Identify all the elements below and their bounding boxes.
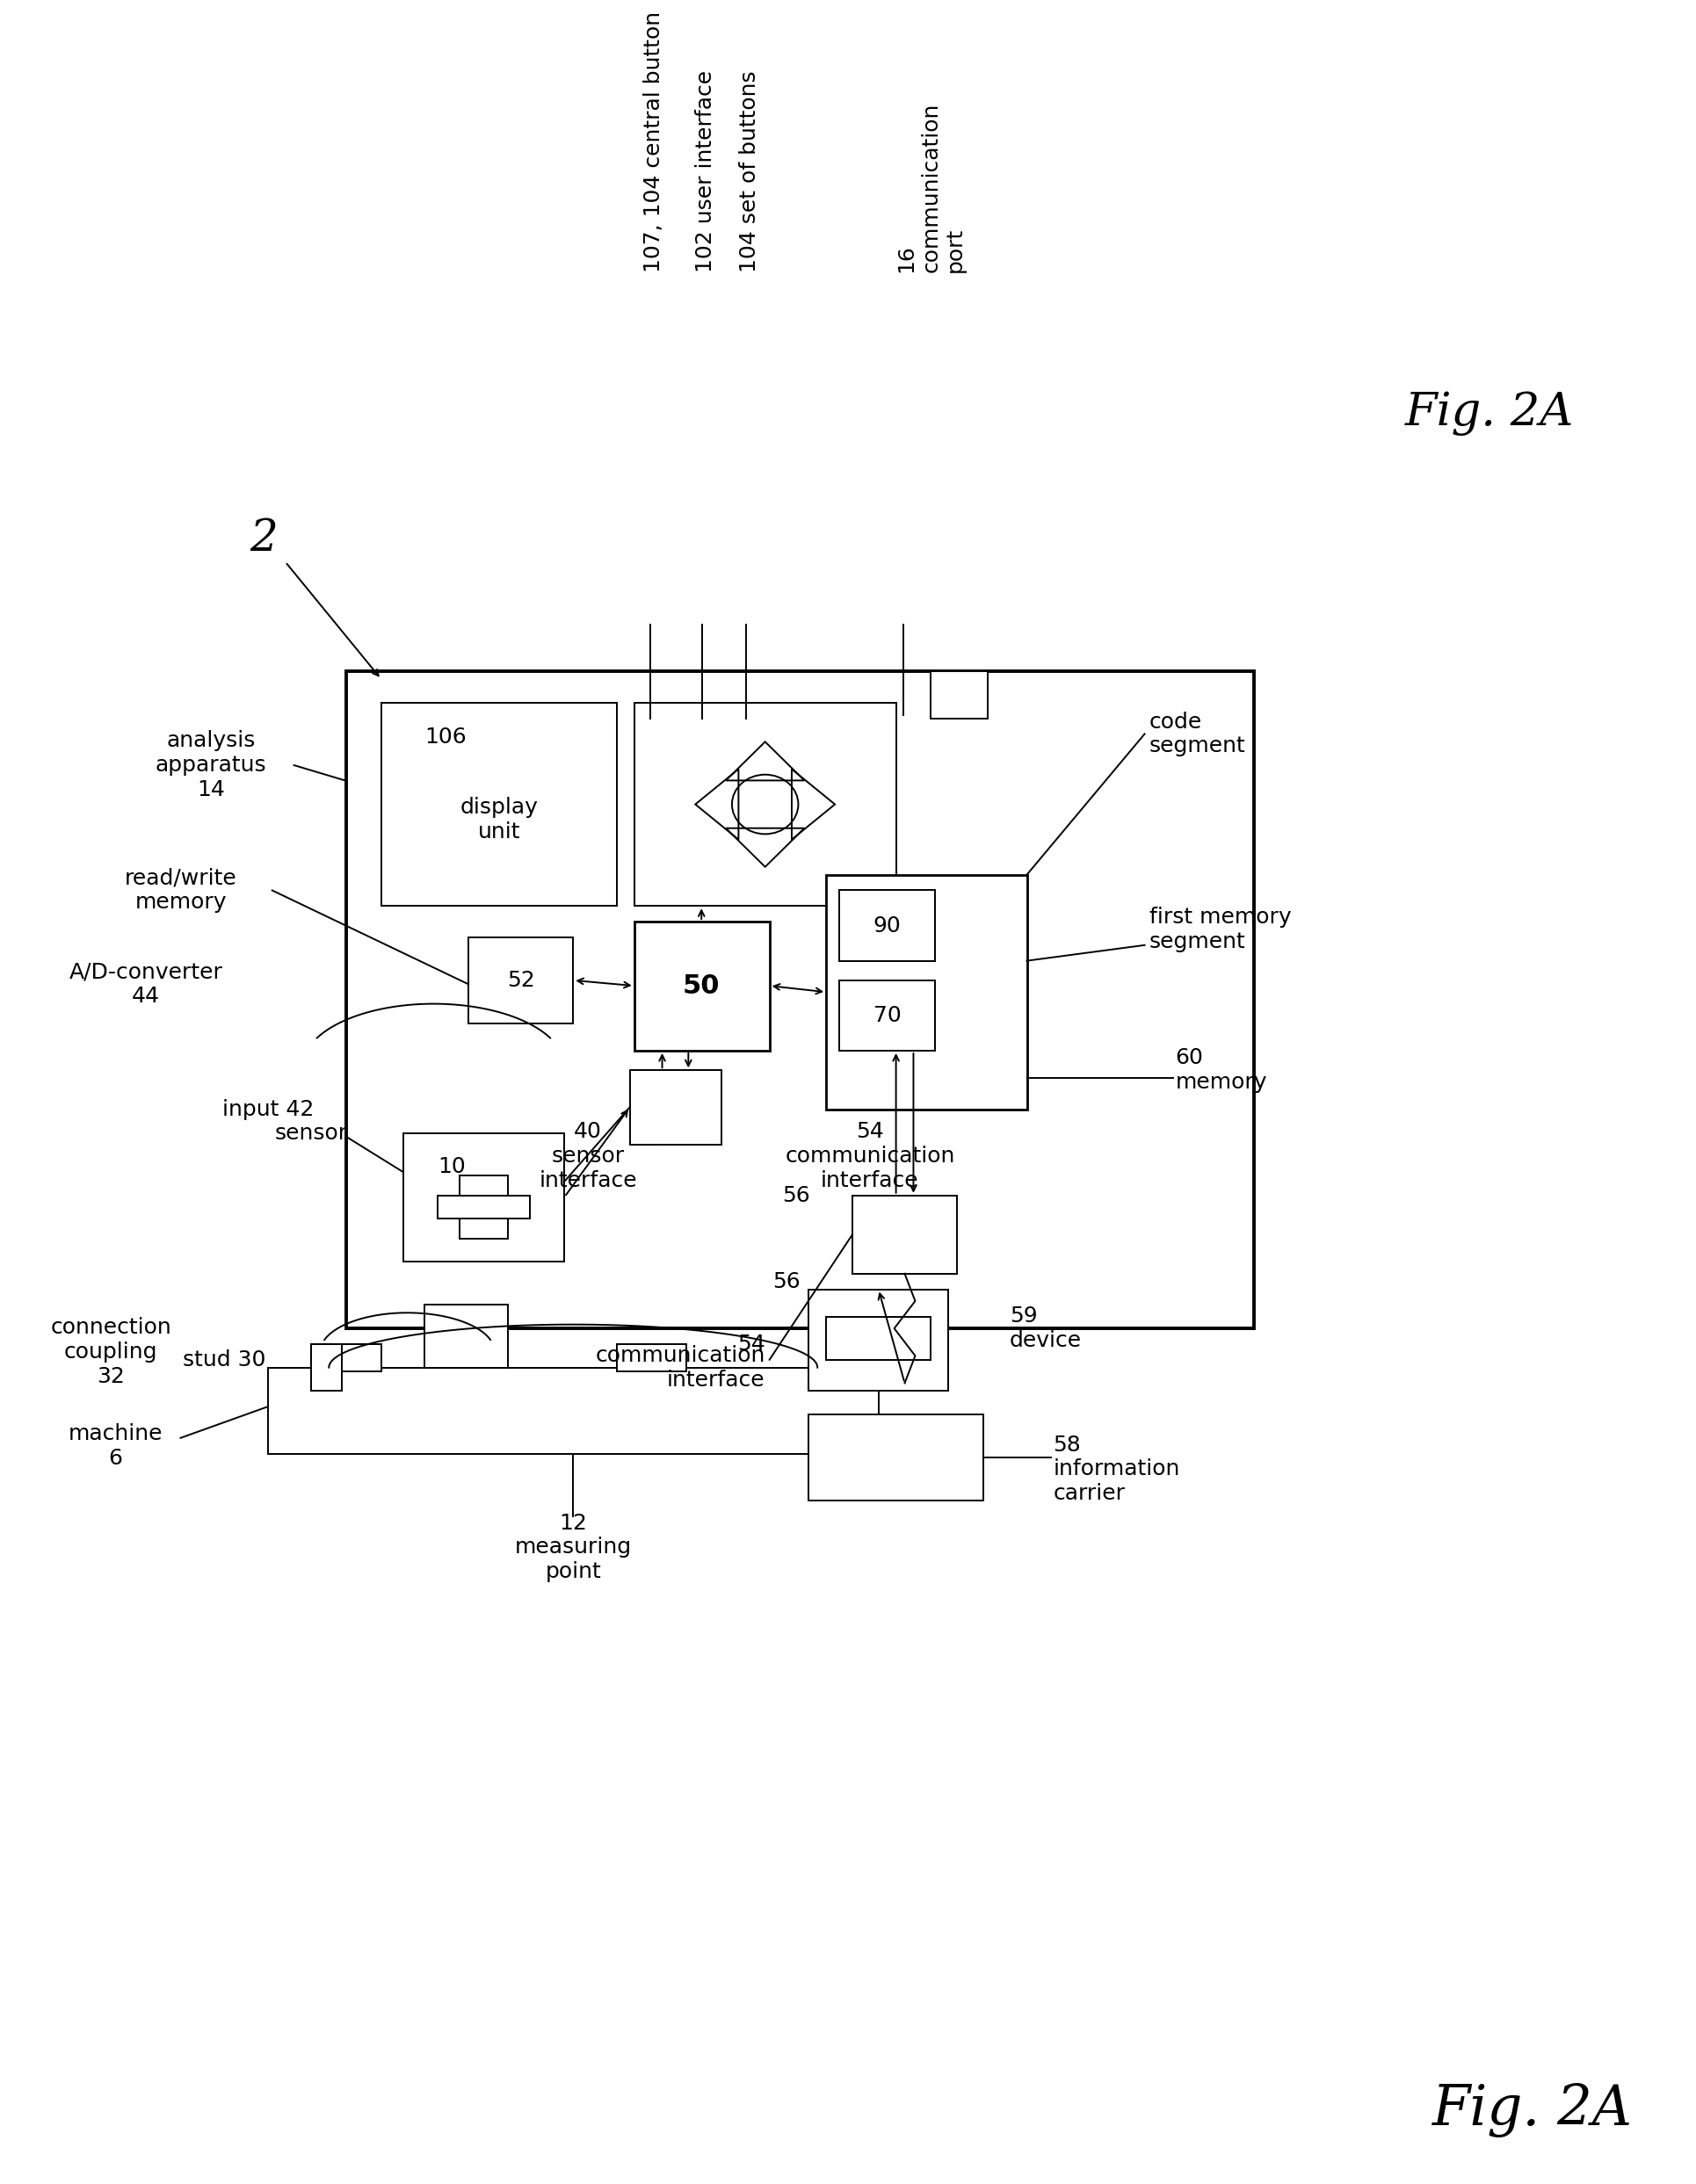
Text: sensor: sensor bbox=[275, 1123, 348, 1144]
Bar bbox=[438, 1195, 529, 1219]
Text: 58
information
carrier: 58 information carrier bbox=[1053, 1435, 1179, 1505]
Text: 90: 90 bbox=[873, 915, 901, 937]
Text: 104 set of buttons: 104 set of buttons bbox=[738, 70, 760, 273]
Text: 59
device: 59 device bbox=[1009, 1306, 1080, 1352]
Bar bbox=[460, 1175, 507, 1238]
Bar bbox=[629, 1070, 721, 1144]
Text: analysis
apparatus
14: analysis apparatus 14 bbox=[156, 729, 266, 799]
Text: stud 30: stud 30 bbox=[183, 1350, 266, 1369]
Bar bbox=[424, 1306, 507, 1367]
Bar bbox=[468, 937, 573, 1024]
Text: 52: 52 bbox=[507, 970, 534, 992]
Bar bbox=[840, 891, 934, 961]
Text: 12
measuring
point: 12 measuring point bbox=[514, 1514, 631, 1583]
Bar bbox=[851, 1195, 957, 1273]
Text: 70: 70 bbox=[873, 1005, 901, 1026]
Text: 107, 104 central button: 107, 104 central button bbox=[643, 11, 663, 273]
Text: first memory
segment: first memory segment bbox=[1148, 906, 1291, 952]
Bar bbox=[404, 1133, 565, 1262]
Text: 50: 50 bbox=[682, 974, 719, 998]
Text: 102 user interface: 102 user interface bbox=[695, 70, 716, 273]
Text: 56: 56 bbox=[782, 1186, 811, 1206]
Bar bbox=[346, 670, 1253, 1328]
Bar bbox=[268, 1367, 879, 1455]
Text: connection
coupling
32: connection coupling 32 bbox=[51, 1317, 171, 1387]
Text: 10: 10 bbox=[438, 1155, 466, 1177]
Bar bbox=[931, 670, 987, 719]
Text: 60
memory: 60 memory bbox=[1175, 1048, 1267, 1092]
Text: 54: 54 bbox=[736, 1334, 765, 1354]
Bar bbox=[634, 922, 768, 1051]
Text: input 42: input 42 bbox=[222, 1099, 314, 1120]
Text: communication
interface: communication interface bbox=[595, 1345, 765, 1391]
Text: machine
6: machine 6 bbox=[68, 1424, 163, 1468]
Bar bbox=[382, 703, 616, 906]
Bar bbox=[312, 1343, 343, 1391]
Bar bbox=[312, 1343, 382, 1372]
Text: 54
communication
interface: 54 communication interface bbox=[785, 1120, 955, 1190]
Text: 40
sensor
interface: 40 sensor interface bbox=[539, 1120, 636, 1190]
Text: code
segment: code segment bbox=[1148, 712, 1245, 756]
Text: Fig. 2A: Fig. 2A bbox=[1404, 391, 1572, 435]
Text: 2: 2 bbox=[249, 518, 278, 559]
Bar bbox=[809, 1289, 948, 1391]
Bar bbox=[840, 981, 934, 1051]
Text: A/D-converter
44: A/D-converter 44 bbox=[70, 961, 222, 1007]
Text: 16
communication
port: 16 communication port bbox=[895, 103, 965, 273]
Bar bbox=[634, 703, 895, 906]
Bar bbox=[826, 1317, 931, 1361]
Bar bbox=[826, 876, 1026, 1109]
Text: display
unit: display unit bbox=[460, 797, 538, 843]
Bar bbox=[809, 1415, 982, 1500]
Text: 56: 56 bbox=[772, 1271, 799, 1293]
Bar bbox=[616, 1343, 687, 1372]
Text: 106: 106 bbox=[424, 725, 466, 747]
Text: read/write
memory: read/write memory bbox=[124, 867, 237, 913]
Text: Fig. 2A: Fig. 2A bbox=[1431, 2084, 1632, 2138]
